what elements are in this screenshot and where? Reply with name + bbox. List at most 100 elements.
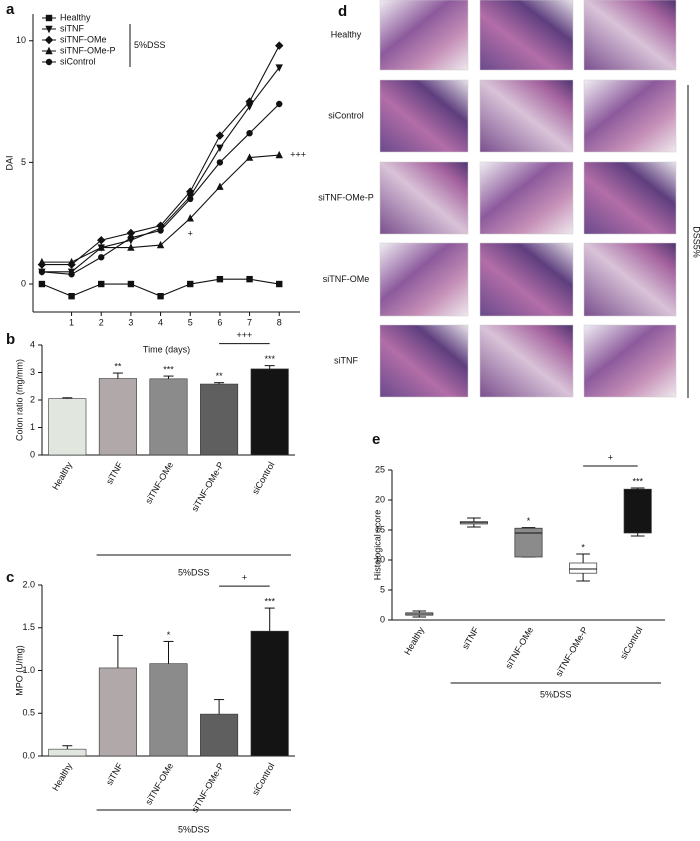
y-tick-label: 0.0 <box>22 750 35 760</box>
legend-label: Healthy <box>60 12 91 22</box>
data-point <box>216 144 224 152</box>
bar <box>250 630 289 757</box>
legend-marker <box>44 35 54 45</box>
data-point <box>276 100 283 108</box>
legend-label: siTNF <box>60 23 84 33</box>
data-point <box>275 150 283 159</box>
y-tick-label: 0 <box>380 614 385 624</box>
data-point <box>216 275 224 283</box>
data-point <box>157 292 164 300</box>
bar <box>200 713 239 757</box>
x-tick-label: siTNF <box>460 625 481 651</box>
x-tick-label: siTNF-OMe <box>143 460 175 505</box>
comparison-label: + <box>608 452 613 462</box>
bar <box>149 663 188 757</box>
y-axis-title: DAI <box>4 155 14 170</box>
data-point <box>216 182 224 190</box>
panel-label: d <box>338 3 347 20</box>
y-tick-label: 25 <box>375 464 385 474</box>
significance: *** <box>163 364 174 374</box>
legend-marker <box>45 25 53 34</box>
x-tick-label: 1 <box>69 317 74 327</box>
x-tick-label: siTNF <box>104 460 125 486</box>
data-point <box>187 280 194 288</box>
data-point <box>275 41 284 50</box>
x-tick-label: siTNF <box>104 761 125 787</box>
data-point <box>127 243 135 251</box>
data-point <box>186 187 195 196</box>
significance: ** <box>216 371 224 381</box>
panel-label: b <box>6 331 15 348</box>
significance: * <box>581 542 585 552</box>
micrograph <box>479 324 574 398</box>
y-tick-label: 5 <box>380 584 385 594</box>
y-axis-title: MPO (U/mg) <box>14 645 24 696</box>
significance: *** <box>264 354 275 364</box>
y-tick-label: 0.5 <box>22 708 35 718</box>
group-label: 5%DSS <box>540 689 572 699</box>
group-label: 5%DSS <box>178 567 210 577</box>
group-label: DSS5% <box>692 226 700 258</box>
micrograph <box>479 0 574 71</box>
data-point <box>67 257 76 266</box>
x-tick-label: 7 <box>247 317 252 327</box>
x-tick-label: Healthy <box>402 625 426 657</box>
micrograph <box>479 161 574 235</box>
y-tick-label: 1.5 <box>22 622 35 632</box>
row-label: siTNF <box>334 355 358 365</box>
x-tick-label: siControl <box>618 625 644 661</box>
micrograph <box>583 161 677 235</box>
y-tick-label: 1.0 <box>22 665 35 675</box>
annotation: + <box>188 229 193 239</box>
data-point <box>38 280 46 288</box>
x-tick-label: 3 <box>128 317 133 327</box>
data-point <box>215 131 225 140</box>
data-point <box>68 292 75 300</box>
data-point <box>68 271 75 278</box>
legend-label: siTNF-OMe <box>60 34 107 44</box>
data-point <box>38 257 46 266</box>
data-point <box>246 275 253 283</box>
micrograph <box>583 324 677 398</box>
micrograph <box>583 242 677 317</box>
x-axis-title: Time (days) <box>143 344 190 354</box>
y-tick-label: 20 <box>375 494 385 504</box>
x-tick-label: siControl <box>250 460 276 496</box>
data-point <box>246 130 253 137</box>
y-tick-label: 2 <box>30 394 35 404</box>
bar <box>98 667 137 757</box>
bar <box>200 383 239 456</box>
significance: *** <box>264 596 275 606</box>
x-tick-label: siTNF-OMe-P <box>189 761 225 814</box>
micrograph <box>379 242 469 317</box>
data-point <box>127 234 135 242</box>
row-label: siControl <box>328 110 364 120</box>
x-tick-label: Healthy <box>50 761 74 793</box>
legend-label: siTNF-OMe-P <box>60 45 116 55</box>
x-tick-label: siTNF-OMe <box>503 625 535 670</box>
data-point <box>127 280 135 288</box>
bar <box>250 368 289 456</box>
significance: * <box>527 516 531 526</box>
data-point <box>245 103 254 111</box>
micrograph <box>583 0 677 71</box>
x-tick-label: Healthy <box>50 460 74 492</box>
y-axis-title: Colon ratio (mg/mm) <box>14 359 24 441</box>
panel-label: c <box>6 569 14 586</box>
y-tick-label: 0 <box>21 278 26 288</box>
x-tick-label: 4 <box>158 317 163 327</box>
y-tick-label: 0 <box>30 449 35 459</box>
y-tick-label: 10 <box>375 554 385 564</box>
bar <box>98 378 137 456</box>
y-tick-label: 1 <box>30 422 35 432</box>
data-point <box>97 243 105 251</box>
box <box>623 488 652 534</box>
significance: * <box>167 630 171 640</box>
significance: ** <box>114 361 122 371</box>
series-line <box>41 103 280 275</box>
legend-marker <box>45 46 53 55</box>
significance: *** <box>632 476 643 486</box>
y-tick-label: 2.0 <box>22 579 35 589</box>
